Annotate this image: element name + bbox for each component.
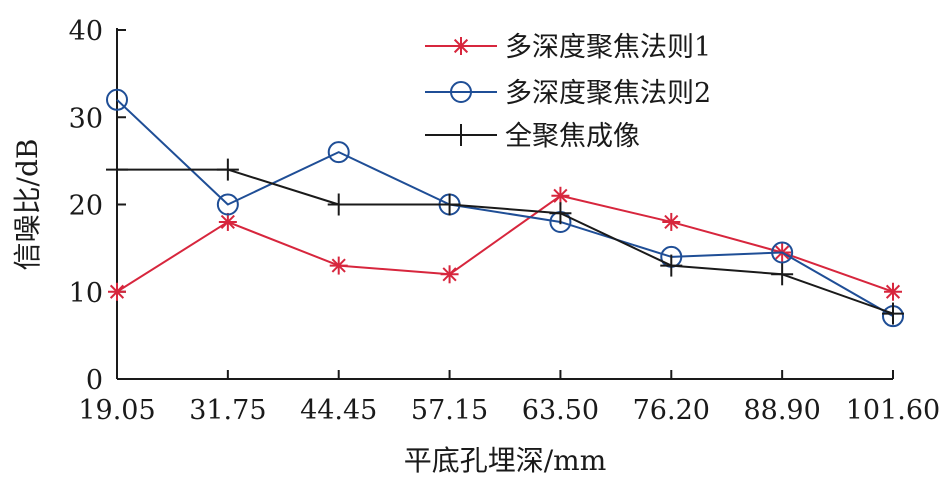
series-1-line xyxy=(116,194,894,293)
series-3-line xyxy=(117,168,894,315)
y-tick-label: 20 xyxy=(69,191,103,222)
y-axis-title: 信噪比/dB xyxy=(11,139,44,271)
legend-marker-series-2 xyxy=(450,81,472,103)
legend-marker-series-1 xyxy=(452,37,470,55)
x-tick-label: 44.45 xyxy=(300,395,377,426)
y-tick-label: 30 xyxy=(69,103,103,134)
series-3 xyxy=(106,158,904,325)
legend: 多深度聚焦法则1 多深度聚焦法则2 全聚焦成像 xyxy=(425,32,711,152)
x-tick-label: 19.05 xyxy=(78,395,155,426)
series-1-point xyxy=(440,265,459,284)
legend-label-series-1: 多深度聚焦法则1 xyxy=(505,32,711,63)
series-2-line xyxy=(116,99,894,318)
x-axis-title: 平底孔埋深/mm xyxy=(404,444,607,477)
x-axis-ticks: 19.05 31.75 44.45 57.15 63.50 76.20 88.90 101.6… xyxy=(78,370,940,426)
legend-marker-series-3 xyxy=(450,124,472,146)
series-layer xyxy=(106,88,904,328)
series-2-point xyxy=(327,141,350,164)
y-tick-label: 10 xyxy=(69,278,103,309)
series-2-point xyxy=(771,241,794,264)
x-tick-label: 88.90 xyxy=(743,395,820,426)
series-3-point xyxy=(771,263,794,286)
x-tick-label: 31.75 xyxy=(189,395,266,426)
y-tick-label: 0 xyxy=(86,365,103,396)
series-3-point xyxy=(438,193,461,216)
series-3-point xyxy=(549,202,572,225)
series-3-point xyxy=(106,158,128,181)
series-1 xyxy=(108,186,902,301)
legend-label-series-2: 多深度聚焦法则2 xyxy=(505,78,711,109)
series-3-point xyxy=(882,302,904,325)
series-3-point xyxy=(216,158,239,181)
x-tick-label: 63.50 xyxy=(522,395,599,426)
series-1-point xyxy=(108,282,126,301)
series-1-point xyxy=(551,186,570,205)
series-1-point xyxy=(884,282,902,301)
series-1-point xyxy=(218,212,237,231)
y-axis-ticks: 0 10 20 30 40 xyxy=(69,16,126,396)
series-2-point xyxy=(216,193,239,216)
series-1-point xyxy=(662,212,681,231)
legend-label-series-3: 全聚焦成像 xyxy=(505,121,640,152)
series-3-point xyxy=(327,193,350,216)
series-1-point xyxy=(329,256,348,275)
x-tick-label: 101.60 xyxy=(846,395,940,426)
x-tick-label: 76.20 xyxy=(633,395,710,426)
x-tick-label: 57.15 xyxy=(411,395,488,426)
series-2-point xyxy=(106,88,128,111)
series-3-point xyxy=(660,254,683,277)
y-tick-label: 40 xyxy=(69,16,103,47)
